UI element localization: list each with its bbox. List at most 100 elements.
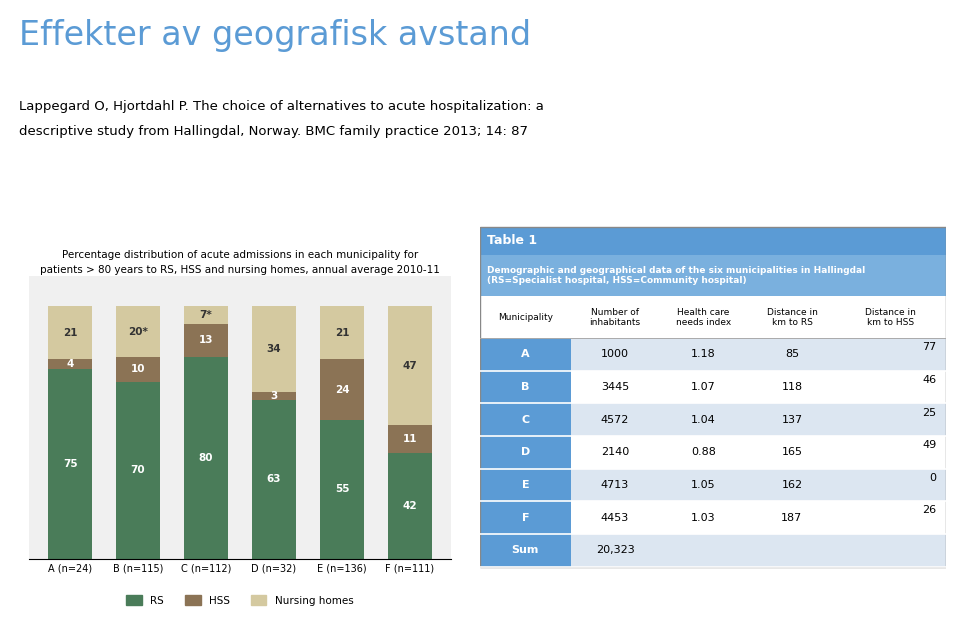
Text: 11: 11 xyxy=(402,434,418,444)
Bar xyxy=(48,306,92,360)
Text: Sum: Sum xyxy=(512,545,540,555)
FancyBboxPatch shape xyxy=(480,254,946,297)
Text: 4: 4 xyxy=(66,360,74,369)
Text: 42: 42 xyxy=(402,501,418,510)
Text: 24: 24 xyxy=(335,385,349,395)
FancyBboxPatch shape xyxy=(571,501,660,534)
Text: Municipality: Municipality xyxy=(498,313,553,322)
FancyBboxPatch shape xyxy=(571,469,660,501)
Text: patients > 80 years to RS, HSS and nursing homes, annual average 2010-11: patients > 80 years to RS, HSS and nursi… xyxy=(40,265,440,275)
Text: 55: 55 xyxy=(335,484,349,494)
FancyBboxPatch shape xyxy=(480,297,946,338)
FancyBboxPatch shape xyxy=(836,436,946,469)
FancyBboxPatch shape xyxy=(660,338,748,371)
Text: 25: 25 xyxy=(923,408,936,417)
Text: E: E xyxy=(521,480,529,490)
Bar xyxy=(320,360,364,420)
Bar xyxy=(388,453,432,559)
FancyBboxPatch shape xyxy=(480,534,571,567)
Bar xyxy=(116,306,160,357)
Text: Number of
inhabitants: Number of inhabitants xyxy=(589,308,640,327)
FancyBboxPatch shape xyxy=(571,371,660,403)
Bar xyxy=(320,420,364,559)
FancyBboxPatch shape xyxy=(571,403,660,436)
Bar xyxy=(252,399,296,559)
Text: 3445: 3445 xyxy=(601,382,629,392)
Bar xyxy=(48,369,92,559)
Text: 21: 21 xyxy=(335,328,349,338)
FancyBboxPatch shape xyxy=(660,403,748,436)
FancyBboxPatch shape xyxy=(660,501,748,534)
Text: A: A xyxy=(521,349,530,360)
Text: D: D xyxy=(520,447,530,457)
Text: 63: 63 xyxy=(267,474,281,484)
FancyBboxPatch shape xyxy=(836,534,946,567)
Text: 162: 162 xyxy=(781,480,803,490)
Legend: RS, HSS, Nursing homes: RS, HSS, Nursing homes xyxy=(122,591,358,610)
FancyBboxPatch shape xyxy=(660,534,748,567)
Bar xyxy=(388,306,432,425)
Text: 2140: 2140 xyxy=(601,447,629,457)
Text: Health care
needs index: Health care needs index xyxy=(676,308,732,327)
FancyBboxPatch shape xyxy=(480,403,571,436)
FancyBboxPatch shape xyxy=(748,338,836,371)
Bar xyxy=(116,382,160,559)
Bar xyxy=(388,425,432,453)
Text: 13: 13 xyxy=(199,335,213,345)
Text: B: B xyxy=(521,382,530,392)
Bar xyxy=(116,357,160,382)
Text: C: C xyxy=(521,415,530,425)
FancyBboxPatch shape xyxy=(836,338,946,371)
Bar xyxy=(184,357,228,559)
FancyBboxPatch shape xyxy=(748,534,836,567)
Text: 47: 47 xyxy=(402,361,418,370)
FancyBboxPatch shape xyxy=(660,371,748,403)
FancyBboxPatch shape xyxy=(571,338,660,371)
Text: 4453: 4453 xyxy=(601,513,629,523)
Text: 34: 34 xyxy=(267,344,281,354)
FancyBboxPatch shape xyxy=(660,469,748,501)
FancyBboxPatch shape xyxy=(480,338,571,371)
Text: 85: 85 xyxy=(785,349,799,360)
Text: 137: 137 xyxy=(781,415,803,425)
Text: 0: 0 xyxy=(929,473,936,483)
FancyBboxPatch shape xyxy=(571,534,660,567)
Text: 49: 49 xyxy=(922,440,936,450)
Bar xyxy=(252,392,296,399)
FancyBboxPatch shape xyxy=(748,436,836,469)
FancyBboxPatch shape xyxy=(480,469,571,501)
FancyBboxPatch shape xyxy=(480,436,571,469)
FancyBboxPatch shape xyxy=(836,469,946,501)
Text: 20*: 20* xyxy=(128,327,148,336)
FancyBboxPatch shape xyxy=(836,403,946,436)
Text: 118: 118 xyxy=(781,382,803,392)
FancyBboxPatch shape xyxy=(660,436,748,469)
Text: Lappegard O, Hjortdahl P. The choice of alternatives to acute hospitalization: a: Lappegard O, Hjortdahl P. The choice of … xyxy=(19,100,544,112)
FancyBboxPatch shape xyxy=(748,469,836,501)
Text: 70: 70 xyxy=(131,465,145,475)
Bar xyxy=(320,306,364,360)
Text: 1.04: 1.04 xyxy=(691,415,716,425)
FancyBboxPatch shape xyxy=(748,501,836,534)
Text: 20,323: 20,323 xyxy=(595,545,635,555)
FancyBboxPatch shape xyxy=(480,227,946,254)
Text: 7*: 7* xyxy=(200,310,212,320)
Text: 46: 46 xyxy=(923,375,936,385)
Text: Effekter av geografisk avstand: Effekter av geografisk avstand xyxy=(19,19,531,52)
Text: 187: 187 xyxy=(781,513,803,523)
Text: 4572: 4572 xyxy=(601,415,629,425)
FancyBboxPatch shape xyxy=(480,371,571,403)
Text: 77: 77 xyxy=(922,342,936,352)
Text: 1.07: 1.07 xyxy=(691,382,716,392)
FancyBboxPatch shape xyxy=(480,501,571,534)
Text: Percentage distribution of acute admissions in each municipality for: Percentage distribution of acute admissi… xyxy=(61,250,419,260)
Bar xyxy=(48,360,92,369)
Text: Demographic and geographical data of the six municipalities in Hallingdal
(RS=Sp: Demographic and geographical data of the… xyxy=(487,266,865,285)
Text: 1.05: 1.05 xyxy=(691,480,716,490)
Text: 80: 80 xyxy=(199,453,213,463)
Bar xyxy=(184,306,228,324)
Text: 10: 10 xyxy=(131,365,145,374)
Text: 1000: 1000 xyxy=(601,349,629,360)
Text: descriptive study from Hallingdal, Norway. BMC family practice 2013; 14: 87: descriptive study from Hallingdal, Norwa… xyxy=(19,125,528,138)
Text: Table 1: Table 1 xyxy=(487,234,537,247)
